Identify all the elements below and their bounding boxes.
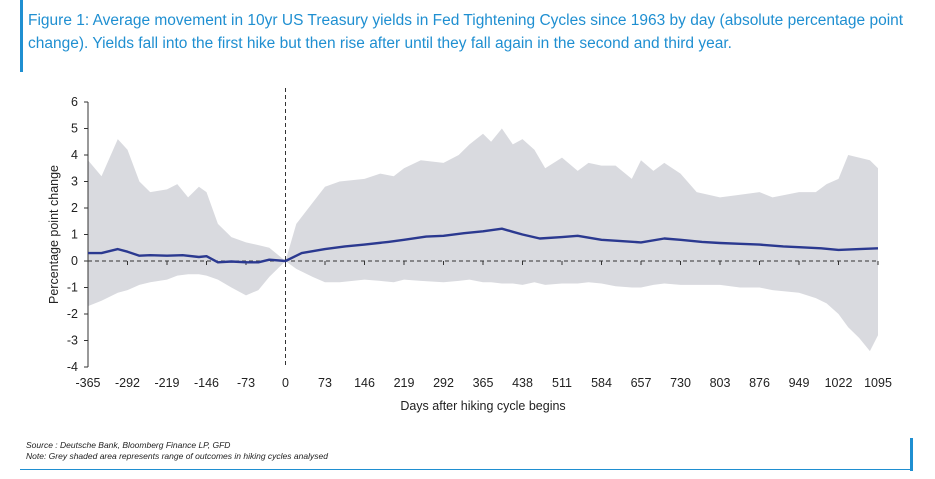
x-tick-label: 657 (631, 376, 652, 390)
range-band-layer (88, 128, 878, 352)
y-tick-label: -4 (67, 360, 78, 374)
y-axis-title: Percentage point change (47, 165, 61, 304)
x-tick-label: 146 (354, 376, 375, 390)
y-tick-label: 4 (71, 148, 78, 162)
x-tick-label: 876 (749, 376, 770, 390)
average-line-layer (88, 227, 879, 264)
tick-label-layer: -4 -3 -2 -1 0 1 2 3 4 5 6 -365 -292 -219 -146 -73 0 73 146… (67, 95, 892, 390)
axis-layer (84, 88, 879, 368)
x-tick-label: 1095 (864, 376, 892, 390)
x-tick-label: -219 (154, 376, 179, 390)
y-tick-label: -2 (67, 307, 78, 321)
y-tick-label: 2 (71, 201, 78, 215)
x-tick-label: -292 (115, 376, 140, 390)
x-tick-label: 0 (282, 376, 289, 390)
x-tick-label: 219 (394, 376, 415, 390)
x-tick-label: 803 (710, 376, 731, 390)
x-tick-label: 511 (552, 376, 572, 390)
range-band (88, 128, 878, 352)
y-tick-label: 1 (71, 228, 78, 242)
y-tick-label: 5 (71, 122, 78, 136)
y-tick-label: -1 (67, 281, 78, 295)
source-note: Source : Deutsche Bank, Bloomberg Financ… (26, 440, 231, 450)
title-accent-bar (20, 0, 23, 72)
footer-accent-bar (910, 438, 913, 471)
x-tick-label: 949 (789, 376, 810, 390)
footnote: Note: Grey shaded area represents range … (26, 451, 328, 461)
y-tick-label: 6 (71, 95, 78, 109)
x-tick-label: 730 (670, 376, 691, 390)
x-tick-label: -146 (194, 376, 219, 390)
x-tick-label: 292 (433, 376, 454, 390)
y-tick-label: 0 (71, 254, 78, 268)
average-yield-line (88, 227, 879, 264)
x-tick-label: -365 (75, 376, 100, 390)
x-axis-title: Days after hiking cycle begins (400, 399, 565, 413)
y-tick-label: 3 (71, 175, 78, 189)
x-tick-label: 438 (512, 376, 533, 390)
figure-title: Figure 1: Average movement in 10yr US Tr… (28, 12, 904, 52)
x-tick-label: 73 (318, 376, 332, 390)
x-tick-label: -73 (237, 376, 255, 390)
x-tick-label: 365 (473, 376, 494, 390)
x-tick-label: 584 (591, 376, 612, 390)
x-tick-label: 1022 (825, 376, 853, 390)
y-tick-label: -3 (67, 334, 78, 348)
footer-rule (20, 469, 913, 470)
